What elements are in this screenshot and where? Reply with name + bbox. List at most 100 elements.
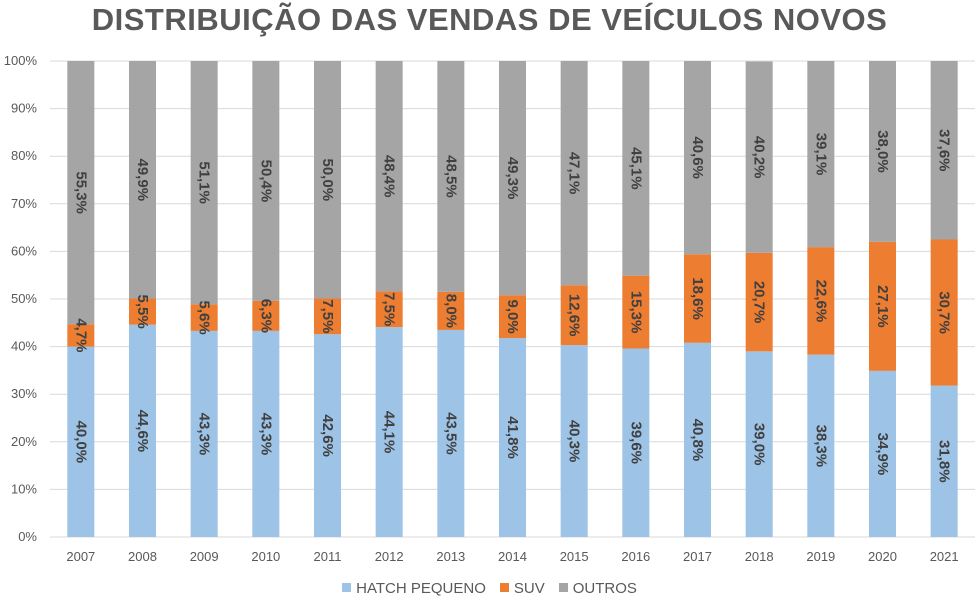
data-label: 6,3% — [257, 299, 274, 333]
bar-segment — [930, 385, 958, 537]
data-labels: 40,0% 4,7% 55,3% 44,6% 5,5% 49,9% 43,3% 5,6% 51,… — [72, 129, 952, 483]
data-label: 44,6% — [134, 410, 151, 453]
data-label: 47,1% — [566, 152, 583, 195]
y-tick-label: 0% — [18, 529, 37, 544]
x-tick-label: 2009 — [190, 549, 219, 564]
x-tick-label: 2011 — [314, 549, 342, 564]
data-label: 50,0% — [319, 158, 336, 201]
x-axis-ticks: 2007 2008 2009 2010 2011 2012 2013 2014 2015 2016… — [66, 549, 958, 564]
bar-segment — [684, 342, 711, 537]
data-label: 40,2% — [751, 136, 768, 179]
data-label: 20,7% — [751, 281, 768, 324]
bar-segment — [499, 338, 526, 537]
data-label: 9,0% — [504, 300, 521, 334]
data-label: 49,9% — [134, 158, 151, 201]
data-label: 39,1% — [812, 133, 829, 176]
x-tick-label: 2007 — [66, 549, 95, 564]
bar-segment — [869, 241, 896, 371]
bar-segment — [190, 61, 218, 305]
bar-segment — [684, 254, 711, 343]
legend-label: SUV — [513, 580, 545, 597]
bar-segment — [745, 61, 773, 253]
bar-segment — [930, 61, 958, 240]
legend-item: SUV — [499, 580, 545, 597]
bar-segment — [67, 324, 95, 347]
y-tick-label: 80% — [11, 148, 37, 163]
bar-segment — [869, 61, 896, 242]
bar-segment — [560, 61, 588, 286]
bar-segment — [190, 330, 218, 537]
x-tick-label: 2014 — [498, 549, 527, 564]
data-label: 51,1% — [196, 161, 213, 204]
bar-segment — [252, 300, 280, 331]
x-tick-label: 2010 — [251, 549, 280, 564]
x-tick-label: 2016 — [621, 549, 650, 564]
data-label: 5,5% — [134, 295, 151, 329]
bar-segment — [129, 61, 156, 299]
data-label: 7,5% — [319, 299, 336, 333]
y-axis-ticks: 0% 10% 20% 30% 40% 50% 60% 70% 80% 90% 100% — [4, 53, 38, 544]
bar-segment — [807, 247, 835, 355]
y-tick-label: 90% — [11, 101, 37, 116]
data-label: 18,6% — [689, 277, 706, 320]
y-tick-label: 10% — [11, 481, 37, 496]
data-label: 31,8% — [936, 440, 953, 483]
bar-segment — [499, 61, 526, 296]
bar-segment — [560, 285, 588, 346]
bar-segment — [622, 348, 650, 537]
data-label: 42,6% — [319, 414, 336, 457]
x-tick-label: 2017 — [683, 549, 712, 564]
bar-segment — [129, 324, 156, 537]
data-label: 22,6% — [812, 280, 829, 323]
data-label: 45,1% — [627, 147, 644, 190]
y-tick-label: 20% — [11, 434, 37, 449]
bar-segment — [375, 327, 403, 537]
bar-segment — [930, 239, 958, 386]
data-label: 41,8% — [504, 416, 521, 459]
legend: HATCH PEQUENO SUV OUTROS — [0, 580, 979, 597]
data-label: 43,5% — [442, 412, 459, 455]
legend-swatch — [342, 583, 352, 592]
bar-segment — [437, 329, 465, 537]
data-label: 5,6% — [196, 300, 213, 334]
bar-segment — [622, 61, 650, 276]
x-tick-label: 2013 — [436, 549, 465, 564]
data-label: 48,5% — [442, 155, 459, 198]
bar-segment — [314, 334, 341, 537]
bar-segment — [314, 61, 341, 299]
data-label: 8,0% — [442, 294, 459, 328]
bar-segment — [560, 345, 588, 537]
data-label: 12,6% — [566, 294, 583, 337]
x-tick-label: 2019 — [806, 549, 835, 564]
data-label: 4,7% — [72, 318, 89, 352]
data-label: 39,6% — [627, 421, 644, 464]
data-label: 30,7% — [936, 291, 953, 334]
bar-segment — [375, 291, 403, 328]
data-label: 48,4% — [381, 155, 398, 198]
x-tick-label: 2020 — [868, 549, 897, 564]
data-label: 43,3% — [196, 413, 213, 456]
x-tick-label: 2012 — [375, 549, 404, 564]
data-label: 40,0% — [72, 421, 89, 464]
y-tick-label: 40% — [11, 339, 37, 354]
x-tick-label: 2021 — [930, 549, 959, 564]
data-label: 39,0% — [751, 423, 768, 466]
data-label: 38,0% — [874, 130, 891, 173]
data-label: 7,5% — [381, 292, 398, 326]
legend-item: OUTROS — [558, 580, 637, 597]
bars — [67, 61, 958, 537]
legend-label: HATCH PEQUENO — [356, 580, 486, 597]
y-tick-label: 50% — [11, 291, 37, 306]
bar-segment — [437, 61, 465, 292]
bar-segment — [807, 354, 835, 537]
data-label: 49,3% — [504, 157, 521, 200]
data-label: 38,3% — [812, 425, 829, 468]
y-tick-label: 60% — [11, 243, 37, 258]
bar-segment — [252, 61, 280, 301]
data-label: 40,8% — [689, 419, 706, 462]
bar-segment — [314, 298, 341, 335]
x-tick-label: 2008 — [128, 549, 157, 564]
data-label: 50,4% — [257, 160, 274, 203]
y-tick-label: 30% — [11, 386, 37, 401]
